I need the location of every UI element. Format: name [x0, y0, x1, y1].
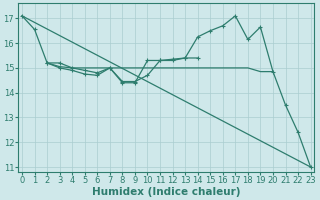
X-axis label: Humidex (Indice chaleur): Humidex (Indice chaleur) [92, 187, 241, 197]
